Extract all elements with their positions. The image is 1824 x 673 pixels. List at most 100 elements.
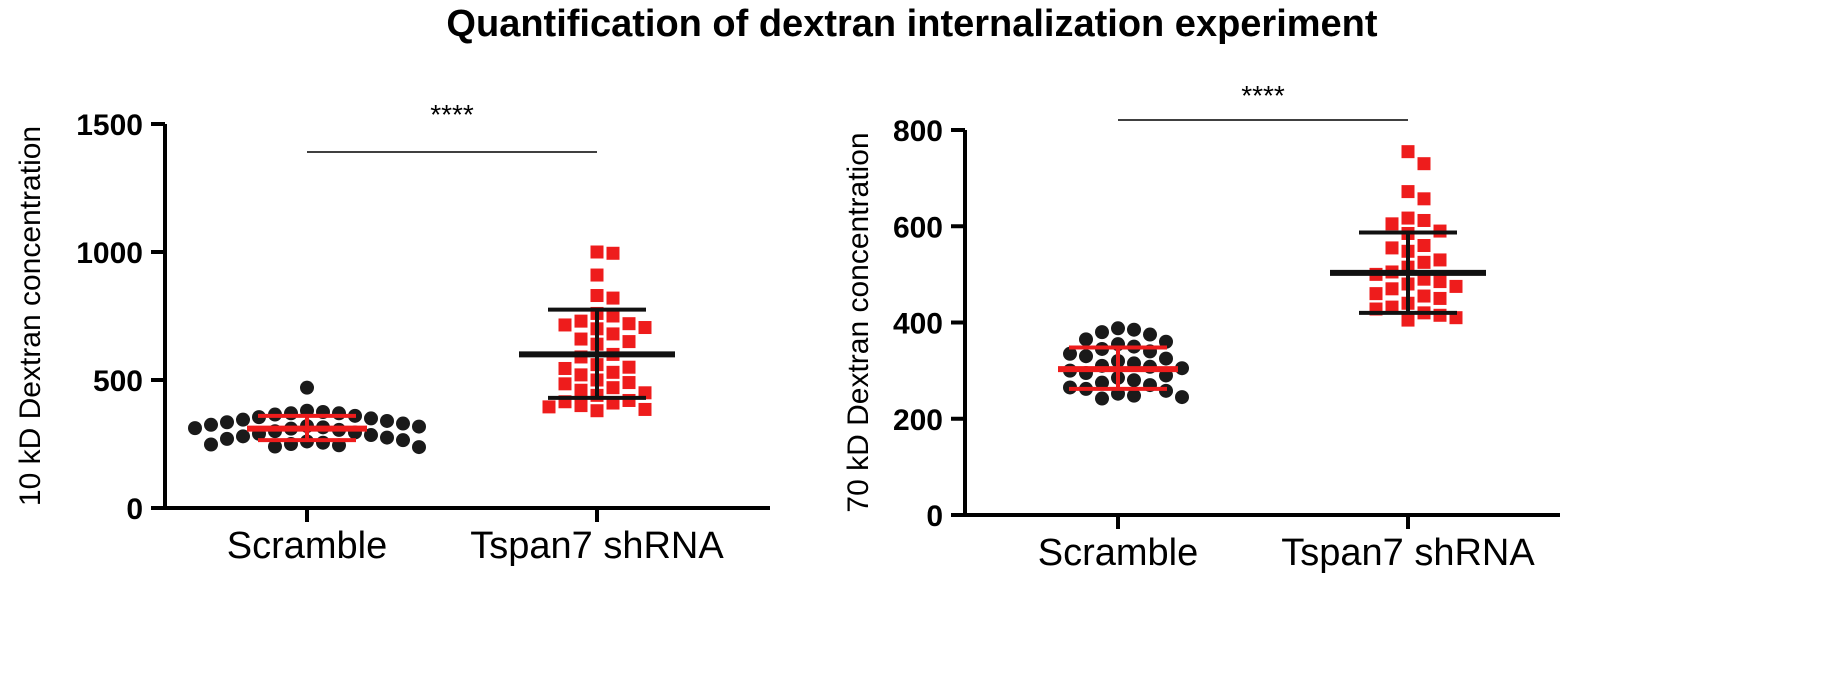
data-point <box>1111 321 1125 336</box>
data-point <box>1159 334 1173 349</box>
data-point <box>606 365 620 379</box>
y-tick-label: 1500 <box>76 109 143 142</box>
data-point <box>1417 255 1431 269</box>
data-point <box>1401 145 1415 159</box>
data-point <box>1417 213 1431 227</box>
data-point <box>1385 282 1399 296</box>
data-point <box>1401 185 1415 199</box>
y-tick-label: 200 <box>893 404 943 437</box>
data-point <box>188 421 202 436</box>
y-axis-label: 70 kD Dextran concentration <box>842 132 875 512</box>
figure-title: Quantification of dextran internalizatio… <box>446 3 1378 45</box>
data-point <box>1385 241 1399 255</box>
data-point <box>396 416 410 431</box>
data-point <box>574 332 588 346</box>
data-point <box>542 400 556 414</box>
data-point <box>1175 390 1189 405</box>
data-point <box>364 428 378 443</box>
data-point <box>1127 373 1141 388</box>
data-point <box>606 309 620 323</box>
data-point <box>558 318 572 332</box>
series-tspan7 <box>519 245 675 418</box>
data-point <box>1433 253 1447 267</box>
y-tick-label: 0 <box>126 493 143 526</box>
data-point <box>606 246 620 260</box>
y-tick-label: 500 <box>93 365 143 398</box>
data-point <box>1127 388 1141 403</box>
data-point <box>622 376 636 390</box>
chart-panel-1: 0 500 1000 1500 10 kD Dextran concentration S… <box>14 99 770 567</box>
series-tspan7 <box>1330 145 1486 327</box>
data-point <box>574 383 588 397</box>
y-tick-label: 400 <box>893 308 943 341</box>
data-point <box>1401 211 1415 225</box>
data-point <box>606 327 620 341</box>
data-point <box>1175 361 1189 376</box>
data-point <box>1095 391 1109 406</box>
x-tick-label: Tspan7 shRNA <box>1281 532 1535 574</box>
data-point <box>204 437 218 452</box>
data-point <box>590 289 604 303</box>
y-tick-label: 1000 <box>76 237 143 270</box>
data-point <box>590 404 604 418</box>
data-point <box>268 439 282 454</box>
data-point <box>1417 157 1431 171</box>
data-point <box>220 415 234 430</box>
data-point <box>558 361 572 375</box>
data-point <box>1369 287 1383 301</box>
x-tick-label: Tspan7 shRNA <box>470 525 724 567</box>
data-point <box>606 291 620 305</box>
data-point <box>1385 300 1399 314</box>
y-tick-label: 600 <box>893 211 943 244</box>
data-point <box>558 377 572 391</box>
data-point <box>316 435 330 450</box>
data-point <box>638 321 652 335</box>
chart-panel-2: 0 200 400 600 800 70 kD Dextran concentration… <box>842 80 1560 574</box>
data-point <box>1433 291 1447 305</box>
data-point <box>1095 325 1109 340</box>
data-point <box>380 413 394 428</box>
x-tick-label: Scramble <box>1038 532 1199 574</box>
data-point <box>332 406 346 421</box>
data-point <box>396 433 410 448</box>
data-point <box>236 412 250 427</box>
data-point <box>1127 322 1141 337</box>
data-point <box>574 314 588 328</box>
x-tick-label: Scramble <box>227 525 388 567</box>
y-axis-label: 10 kD Dextran concentration <box>14 126 47 506</box>
y-tick-label: 0 <box>926 500 943 533</box>
series-scramble <box>1058 321 1189 406</box>
data-point <box>220 431 234 446</box>
data-point <box>574 368 588 382</box>
data-point <box>412 440 426 455</box>
data-point <box>1401 313 1415 327</box>
data-point <box>1095 375 1109 390</box>
data-point <box>1433 308 1447 322</box>
data-point <box>1417 272 1431 286</box>
data-point <box>1433 275 1447 289</box>
data-point <box>1079 332 1093 347</box>
data-point <box>364 411 378 426</box>
data-point <box>622 360 636 374</box>
data-point <box>606 381 620 395</box>
data-point <box>622 335 636 349</box>
data-point <box>412 419 426 434</box>
data-point <box>284 406 298 421</box>
y-tick-label: 800 <box>893 115 943 148</box>
data-point <box>638 402 652 416</box>
data-point <box>1385 217 1399 231</box>
data-point <box>300 380 314 395</box>
significance-label: **** <box>430 99 474 130</box>
data-point <box>1159 351 1173 366</box>
data-point <box>204 417 218 432</box>
data-point <box>590 268 604 282</box>
data-point <box>1417 289 1431 303</box>
data-point <box>574 399 588 413</box>
data-point <box>1143 327 1157 342</box>
data-point <box>1417 239 1431 252</box>
data-point <box>236 429 250 444</box>
data-point <box>590 245 604 259</box>
data-point <box>380 430 394 445</box>
data-point <box>1079 349 1093 364</box>
